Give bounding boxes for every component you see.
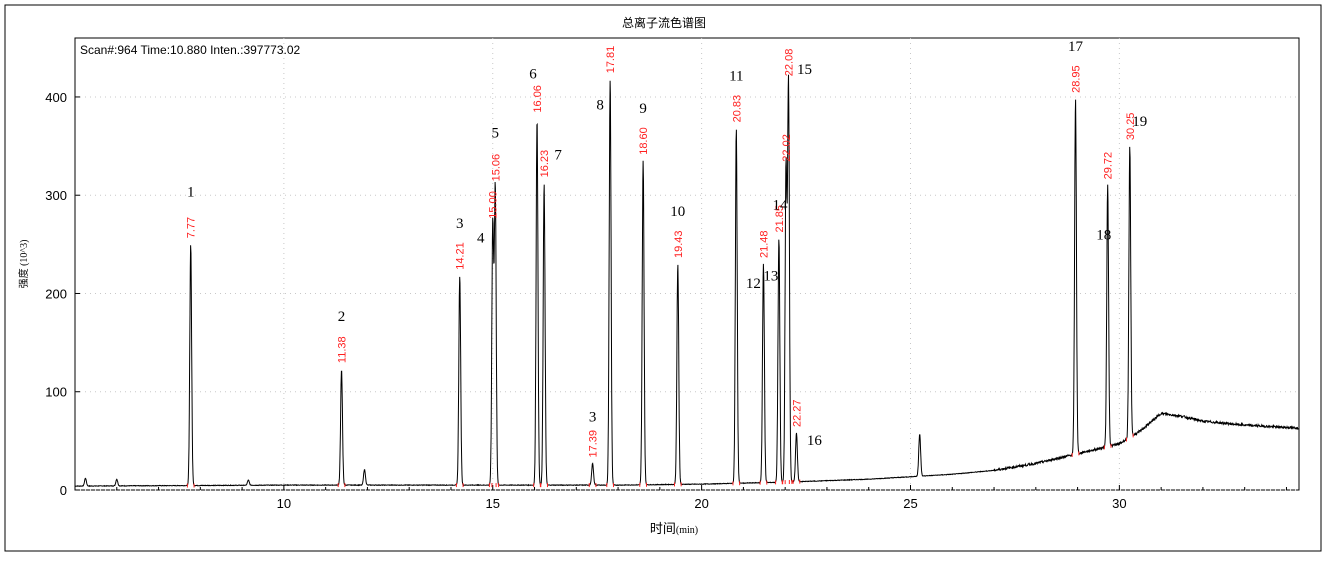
peak-rt-label: 15.00 bbox=[488, 191, 500, 219]
y-tick-label: 100 bbox=[45, 385, 67, 400]
x-tick-label: 10 bbox=[277, 496, 291, 511]
y-tick-label: 300 bbox=[45, 188, 67, 203]
window-border bbox=[4, 4, 1322, 552]
peak-rt-label: 30.25 bbox=[1125, 113, 1137, 141]
peak-number-label: 19 bbox=[1132, 114, 1147, 130]
peak-rt-label: 22.08 bbox=[784, 49, 796, 77]
peak-rt-label: 17.81 bbox=[605, 46, 617, 74]
peak-number-label: 3 bbox=[589, 410, 597, 426]
peak-number-label: 8 bbox=[596, 97, 604, 113]
peak-number-label: 13 bbox=[763, 269, 778, 285]
peak-number-label: 14 bbox=[773, 198, 789, 214]
x-axis-label-unit: (min) bbox=[676, 525, 698, 536]
x-axis-label: 时间(min) bbox=[650, 521, 698, 536]
peak-number-label: 18 bbox=[1096, 227, 1111, 243]
x-axis-label-name: 时间 bbox=[650, 521, 676, 536]
peak-rt-label: 14.21 bbox=[455, 242, 467, 270]
peak-rt-label: 11.38 bbox=[337, 336, 349, 363]
plot-area bbox=[74, 37, 1300, 491]
peak-number-label: 11 bbox=[729, 68, 743, 84]
tic-trace bbox=[74, 74, 1300, 488]
peak-rt-label: 22.02 bbox=[781, 134, 793, 162]
peak-number-label: 6 bbox=[529, 67, 537, 83]
x-tick-label: 25 bbox=[903, 496, 917, 511]
peak-rt-label: 7.77 bbox=[186, 217, 198, 238]
peak-rt-label: 19.43 bbox=[673, 230, 685, 258]
peak-rt-label: 18.60 bbox=[638, 127, 650, 155]
y-tick-label: 400 bbox=[45, 90, 67, 105]
peak-number-label: 9 bbox=[639, 101, 647, 117]
peak-number-label: 2 bbox=[338, 309, 346, 325]
chart-title: 总离子流色谱图 bbox=[622, 15, 706, 30]
peak-number-label: 16 bbox=[807, 433, 823, 449]
peak-rt-label: 16.23 bbox=[539, 150, 551, 178]
peak-number-label: 1 bbox=[187, 184, 195, 200]
y-tick-label: 200 bbox=[45, 286, 67, 301]
peak-number-label: 10 bbox=[670, 204, 685, 220]
peak-markers bbox=[186, 433, 1134, 488]
peak-rt-label: 22.27 bbox=[791, 399, 803, 427]
scan-info-text: Scan#:964 Time:10.880 Inten.:397773.02 bbox=[80, 43, 300, 57]
x-tick-label: 30 bbox=[1112, 496, 1126, 511]
peak-rt-label: 29.72 bbox=[1103, 152, 1115, 180]
peak-rt-label: 15.06 bbox=[490, 154, 502, 182]
peak-number-label: 15 bbox=[797, 62, 812, 78]
peak-rt-label: 28.95 bbox=[1071, 65, 1083, 93]
peak-rt-label: 20.83 bbox=[731, 95, 743, 123]
peak-number-label: 4 bbox=[477, 231, 485, 247]
peak-number-label: 3 bbox=[456, 216, 464, 232]
peak-number-label: 17 bbox=[1068, 39, 1084, 55]
peak-labels: 7.77 1 11.38 2 14.21 3 15.004 15.06 5 16.06 6 16.23… bbox=[186, 39, 1148, 458]
peak-rt-label: 21.48 bbox=[758, 230, 770, 258]
peak-rt-label: 17.39 bbox=[588, 430, 600, 458]
peak-number-label: 5 bbox=[492, 125, 500, 141]
peak-number-label: 7 bbox=[554, 147, 562, 163]
peak-rt-label: 16.06 bbox=[532, 85, 544, 113]
peak-number-label: 12 bbox=[746, 276, 761, 292]
x-tick-label: 20 bbox=[694, 496, 708, 511]
peak-rt-label: 21.85 bbox=[774, 205, 786, 233]
grid-lines bbox=[75, 38, 1299, 491]
x-tick-label: 15 bbox=[486, 496, 500, 511]
y-axis-label: 强度 (10^3) bbox=[17, 240, 30, 289]
y-tick-label: 0 bbox=[60, 483, 67, 498]
